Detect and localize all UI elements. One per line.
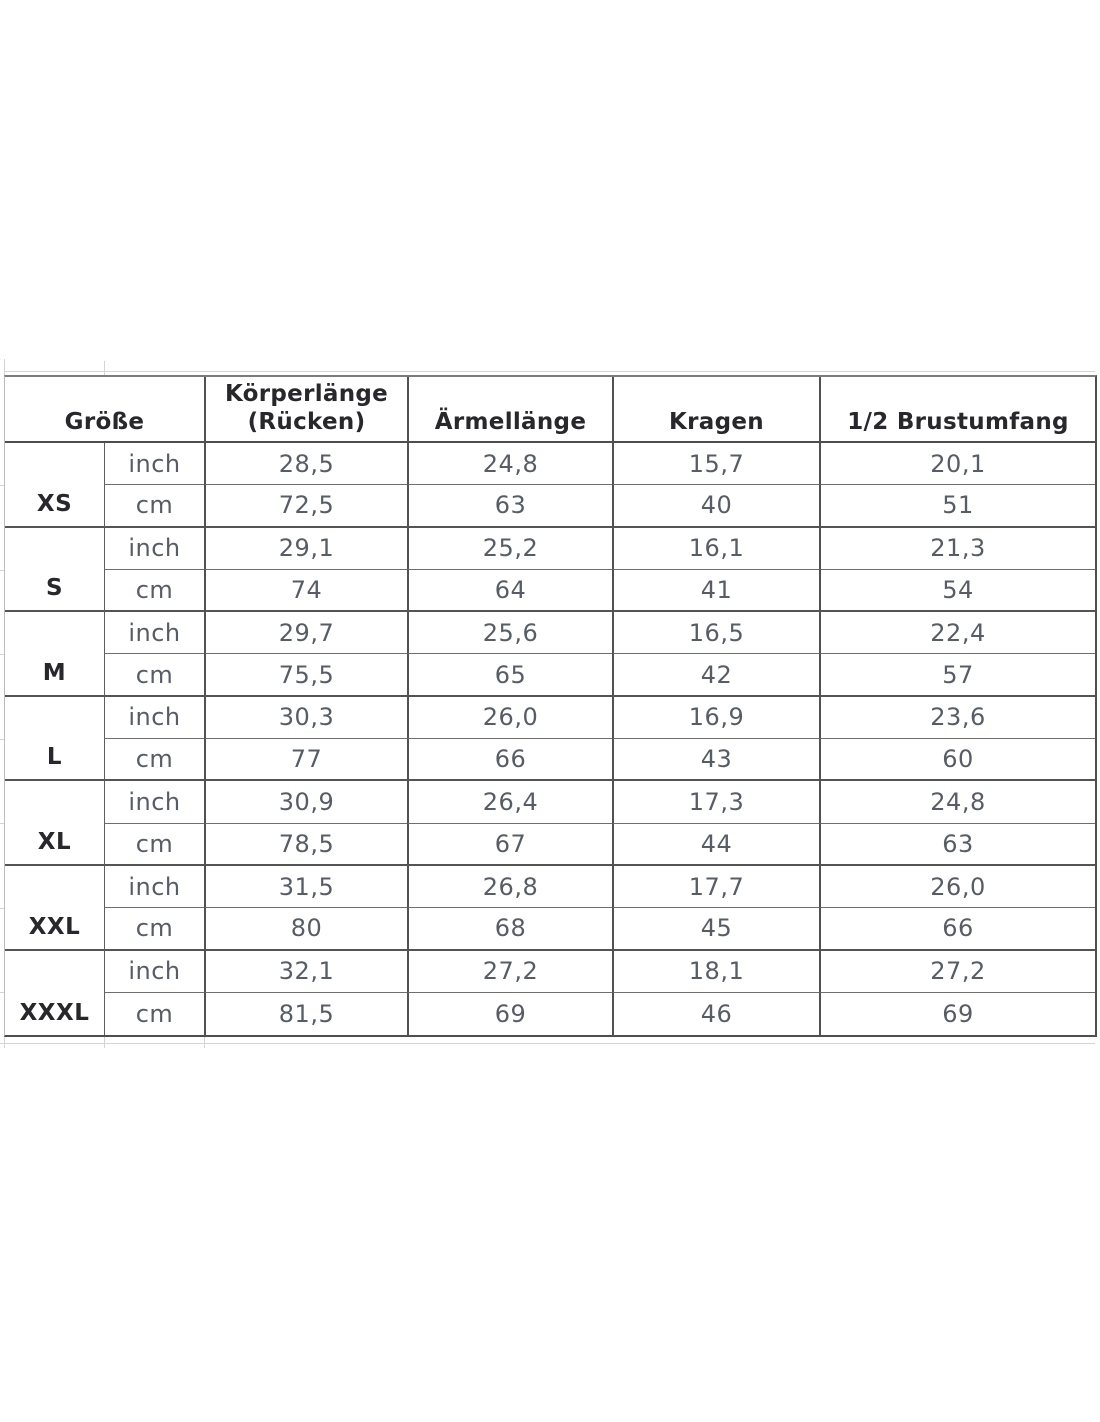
size-label-cell: XL bbox=[5, 781, 104, 866]
size-label-cell: L bbox=[5, 696, 104, 782]
ghost-gridline-left-tick bbox=[0, 739, 5, 740]
value-cell: 25,6 bbox=[407, 612, 612, 655]
value-cell: 45 bbox=[612, 908, 819, 951]
unit-cell: cm bbox=[104, 992, 204, 1036]
value-cell: 54 bbox=[819, 569, 1095, 613]
unit-cell: cm bbox=[104, 908, 204, 951]
value-cell: 42 bbox=[612, 654, 819, 697]
size-label-cell: M bbox=[5, 612, 104, 697]
unit-cell: inch bbox=[104, 865, 204, 909]
unit-cell: cm bbox=[104, 739, 204, 782]
value-cell: 30,9 bbox=[204, 781, 407, 824]
size-label-cell: S bbox=[5, 527, 104, 613]
value-cell: 66 bbox=[407, 739, 612, 782]
value-cell: 16,1 bbox=[612, 527, 819, 570]
ghost-gridline-below-unit2 bbox=[204, 1037, 205, 1048]
value-cell: 26,4 bbox=[407, 781, 612, 824]
header-cell-size: Größe bbox=[5, 377, 204, 443]
value-cell: 22,4 bbox=[819, 612, 1095, 655]
value-cell: 68 bbox=[407, 908, 612, 951]
header-cell-collar: Kragen bbox=[612, 377, 819, 443]
value-cell: 29,1 bbox=[204, 527, 407, 570]
size-label-cell: XXXL bbox=[5, 950, 104, 1036]
value-cell: 24,8 bbox=[407, 443, 612, 486]
value-cell: 18,1 bbox=[612, 950, 819, 993]
value-cell: 57 bbox=[819, 654, 1095, 697]
value-cell: 67 bbox=[407, 823, 612, 866]
value-cell: 63 bbox=[819, 823, 1095, 866]
value-cell: 16,5 bbox=[612, 612, 819, 655]
value-cell: 26,0 bbox=[819, 865, 1095, 909]
size-label-cell: XXL bbox=[5, 865, 104, 951]
value-cell: 26,0 bbox=[407, 696, 612, 740]
unit-cell: cm bbox=[104, 654, 204, 697]
size-chart-table: Größe Körperlänge (Rücken) Ärmellänge Kr… bbox=[4, 375, 1097, 1037]
value-cell: 29,7 bbox=[204, 612, 407, 655]
value-cell: 24,8 bbox=[819, 781, 1095, 824]
ghost-gridline-left-tick bbox=[0, 485, 5, 486]
value-cell: 75,5 bbox=[204, 654, 407, 697]
value-cell: 43 bbox=[612, 739, 819, 782]
value-cell: 30,3 bbox=[204, 696, 407, 740]
value-cell: 60 bbox=[819, 739, 1095, 782]
value-cell: 64 bbox=[407, 569, 612, 613]
ghost-gridline-bottom bbox=[0, 1043, 1095, 1044]
ghost-gridline-above-unit bbox=[104, 361, 105, 375]
value-cell: 15,7 bbox=[612, 443, 819, 486]
unit-cell: inch bbox=[104, 443, 204, 486]
value-cell: 66 bbox=[819, 908, 1095, 951]
value-cell: 69 bbox=[407, 992, 612, 1036]
value-cell: 65 bbox=[407, 654, 612, 697]
value-cell: 51 bbox=[819, 485, 1095, 528]
value-cell: 27,2 bbox=[819, 950, 1095, 993]
unit-cell: cm bbox=[104, 485, 204, 528]
unit-cell: inch bbox=[104, 696, 204, 740]
unit-cell: inch bbox=[104, 527, 204, 570]
ghost-gridline-below-left bbox=[4, 1037, 5, 1048]
unit-cell: inch bbox=[104, 612, 204, 655]
value-cell: 17,3 bbox=[612, 781, 819, 824]
ghost-gridline-above-left bbox=[4, 359, 5, 375]
ghost-gridline-left-tick bbox=[0, 570, 5, 571]
value-cell: 46 bbox=[612, 992, 819, 1036]
value-cell: 40 bbox=[612, 485, 819, 528]
value-cell: 25,2 bbox=[407, 527, 612, 570]
value-cell: 27,2 bbox=[407, 950, 612, 993]
value-cell: 20,1 bbox=[819, 443, 1095, 486]
value-cell: 26,8 bbox=[407, 865, 612, 909]
value-cell: 31,5 bbox=[204, 865, 407, 909]
value-cell: 41 bbox=[612, 569, 819, 613]
value-cell: 72,5 bbox=[204, 485, 407, 528]
value-cell: 78,5 bbox=[204, 823, 407, 866]
value-cell: 23,6 bbox=[819, 696, 1095, 740]
value-cell: 28,5 bbox=[204, 443, 407, 486]
ghost-gridline-below-unit bbox=[104, 1037, 105, 1048]
value-cell: 80 bbox=[204, 908, 407, 951]
size-label-cell: XS bbox=[5, 443, 104, 528]
ghost-gridline-left-tick bbox=[0, 654, 5, 655]
ghost-gridline-left-tick bbox=[0, 823, 5, 824]
unit-cell: inch bbox=[104, 950, 204, 993]
value-cell: 17,7 bbox=[612, 865, 819, 909]
header-cell-sleeve-length: Ärmellänge bbox=[407, 377, 612, 443]
value-cell: 63 bbox=[407, 485, 612, 528]
header-cell-half-chest: 1/2 Brustumfang bbox=[819, 377, 1095, 443]
value-cell: 77 bbox=[204, 739, 407, 782]
value-cell: 16,9 bbox=[612, 696, 819, 740]
value-cell: 21,3 bbox=[819, 527, 1095, 570]
unit-cell: cm bbox=[104, 569, 204, 613]
value-cell: 32,1 bbox=[204, 950, 407, 993]
value-cell: 74 bbox=[204, 569, 407, 613]
unit-cell: cm bbox=[104, 823, 204, 866]
ghost-gridline-left-tick bbox=[0, 908, 5, 909]
header-cell-body-length: Körperlänge (Rücken) bbox=[204, 377, 407, 443]
value-cell: 81,5 bbox=[204, 992, 407, 1036]
ghost-gridline-left-tick bbox=[0, 992, 5, 993]
unit-cell: inch bbox=[104, 781, 204, 824]
ghost-gridline-top bbox=[4, 371, 1095, 372]
value-cell: 44 bbox=[612, 823, 819, 866]
value-cell: 69 bbox=[819, 992, 1095, 1036]
